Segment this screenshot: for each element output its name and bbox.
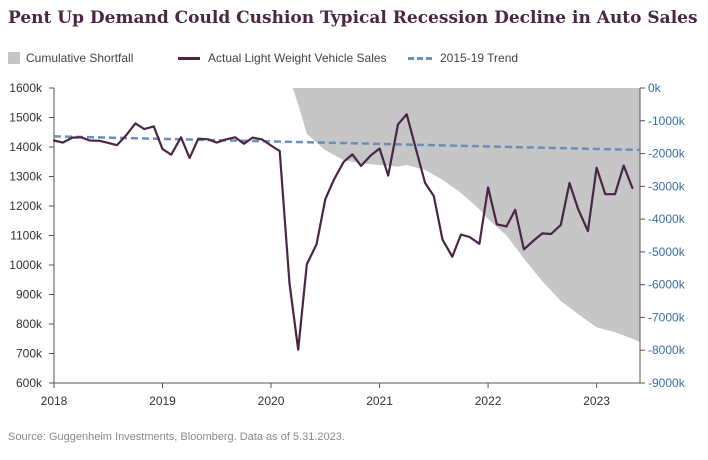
right-tick-label: -1000k	[648, 114, 686, 128]
right-tick-label: -8000k	[648, 343, 686, 357]
legend-label-trend: 2015-19 Trend	[440, 51, 519, 65]
x-tick-label: 2021	[366, 394, 393, 408]
left-tick-label: 1200k	[9, 199, 43, 213]
shortfall-area	[292, 88, 640, 343]
tick-label-layer: 600k 700k 800k 900k 1000k 1100k 1200k 1300k 1400…	[9, 81, 685, 408]
trend-line	[53, 135, 641, 152]
shortfall-area-layer	[292, 88, 640, 343]
right-tick-label: -9000k	[648, 376, 686, 390]
left-tick-label: 600k	[16, 376, 43, 390]
sales-line	[52, 113, 634, 351]
x-tick-label: 2019	[149, 394, 176, 408]
source-note: Source: Guggenheim Investments, Bloomber…	[8, 431, 345, 443]
right-tick-label: -6000k	[648, 278, 686, 292]
left-tick-label: 1600k	[9, 81, 43, 95]
left-tick-label: 1300k	[9, 170, 43, 184]
left-tick-label: 1400k	[9, 140, 43, 154]
left-tick-label: 800k	[16, 317, 43, 331]
legend-swatch-sales	[178, 56, 200, 60]
right-tick-label: -3000k	[648, 179, 686, 193]
right-tick-label: -7000k	[648, 310, 686, 324]
legend-item-trend: 2015-19 Trend	[408, 50, 518, 66]
legend-label-shortfall: Cumulative Shortfall	[26, 51, 134, 65]
axis-layer	[49, 87, 645, 388]
left-tick-label: 1000k	[9, 258, 43, 272]
x-tick-label: 2018	[41, 394, 68, 408]
x-tick-label: 2020	[258, 394, 285, 408]
sales-line-layer	[52, 113, 634, 351]
right-tick-label: -4000k	[648, 212, 686, 226]
left-tick-label: 900k	[16, 288, 43, 302]
left-tick-label: 1500k	[9, 111, 43, 125]
left-tick-label: 700k	[16, 347, 43, 361]
legend-swatch-trend	[408, 56, 432, 60]
trend-line-layer	[53, 135, 641, 152]
legend-item-shortfall: Cumulative Shortfall	[8, 50, 133, 66]
right-tick-label: -5000k	[648, 245, 686, 259]
legend-item-sales: Actual Light Weight Vehicle Sales	[178, 50, 387, 66]
chart-title: Pent Up Demand Could Cushion Typical Rec…	[8, 8, 698, 28]
legend-label-sales: Actual Light Weight Vehicle Sales	[208, 51, 387, 65]
legend-swatch-shortfall	[8, 52, 20, 64]
right-tick-label: 0k	[648, 81, 662, 95]
x-tick-label: 2022	[475, 394, 502, 408]
right-tick-label: -2000k	[648, 147, 686, 161]
x-tick-label: 2023	[583, 394, 610, 408]
left-tick-label: 1100k	[10, 229, 43, 243]
